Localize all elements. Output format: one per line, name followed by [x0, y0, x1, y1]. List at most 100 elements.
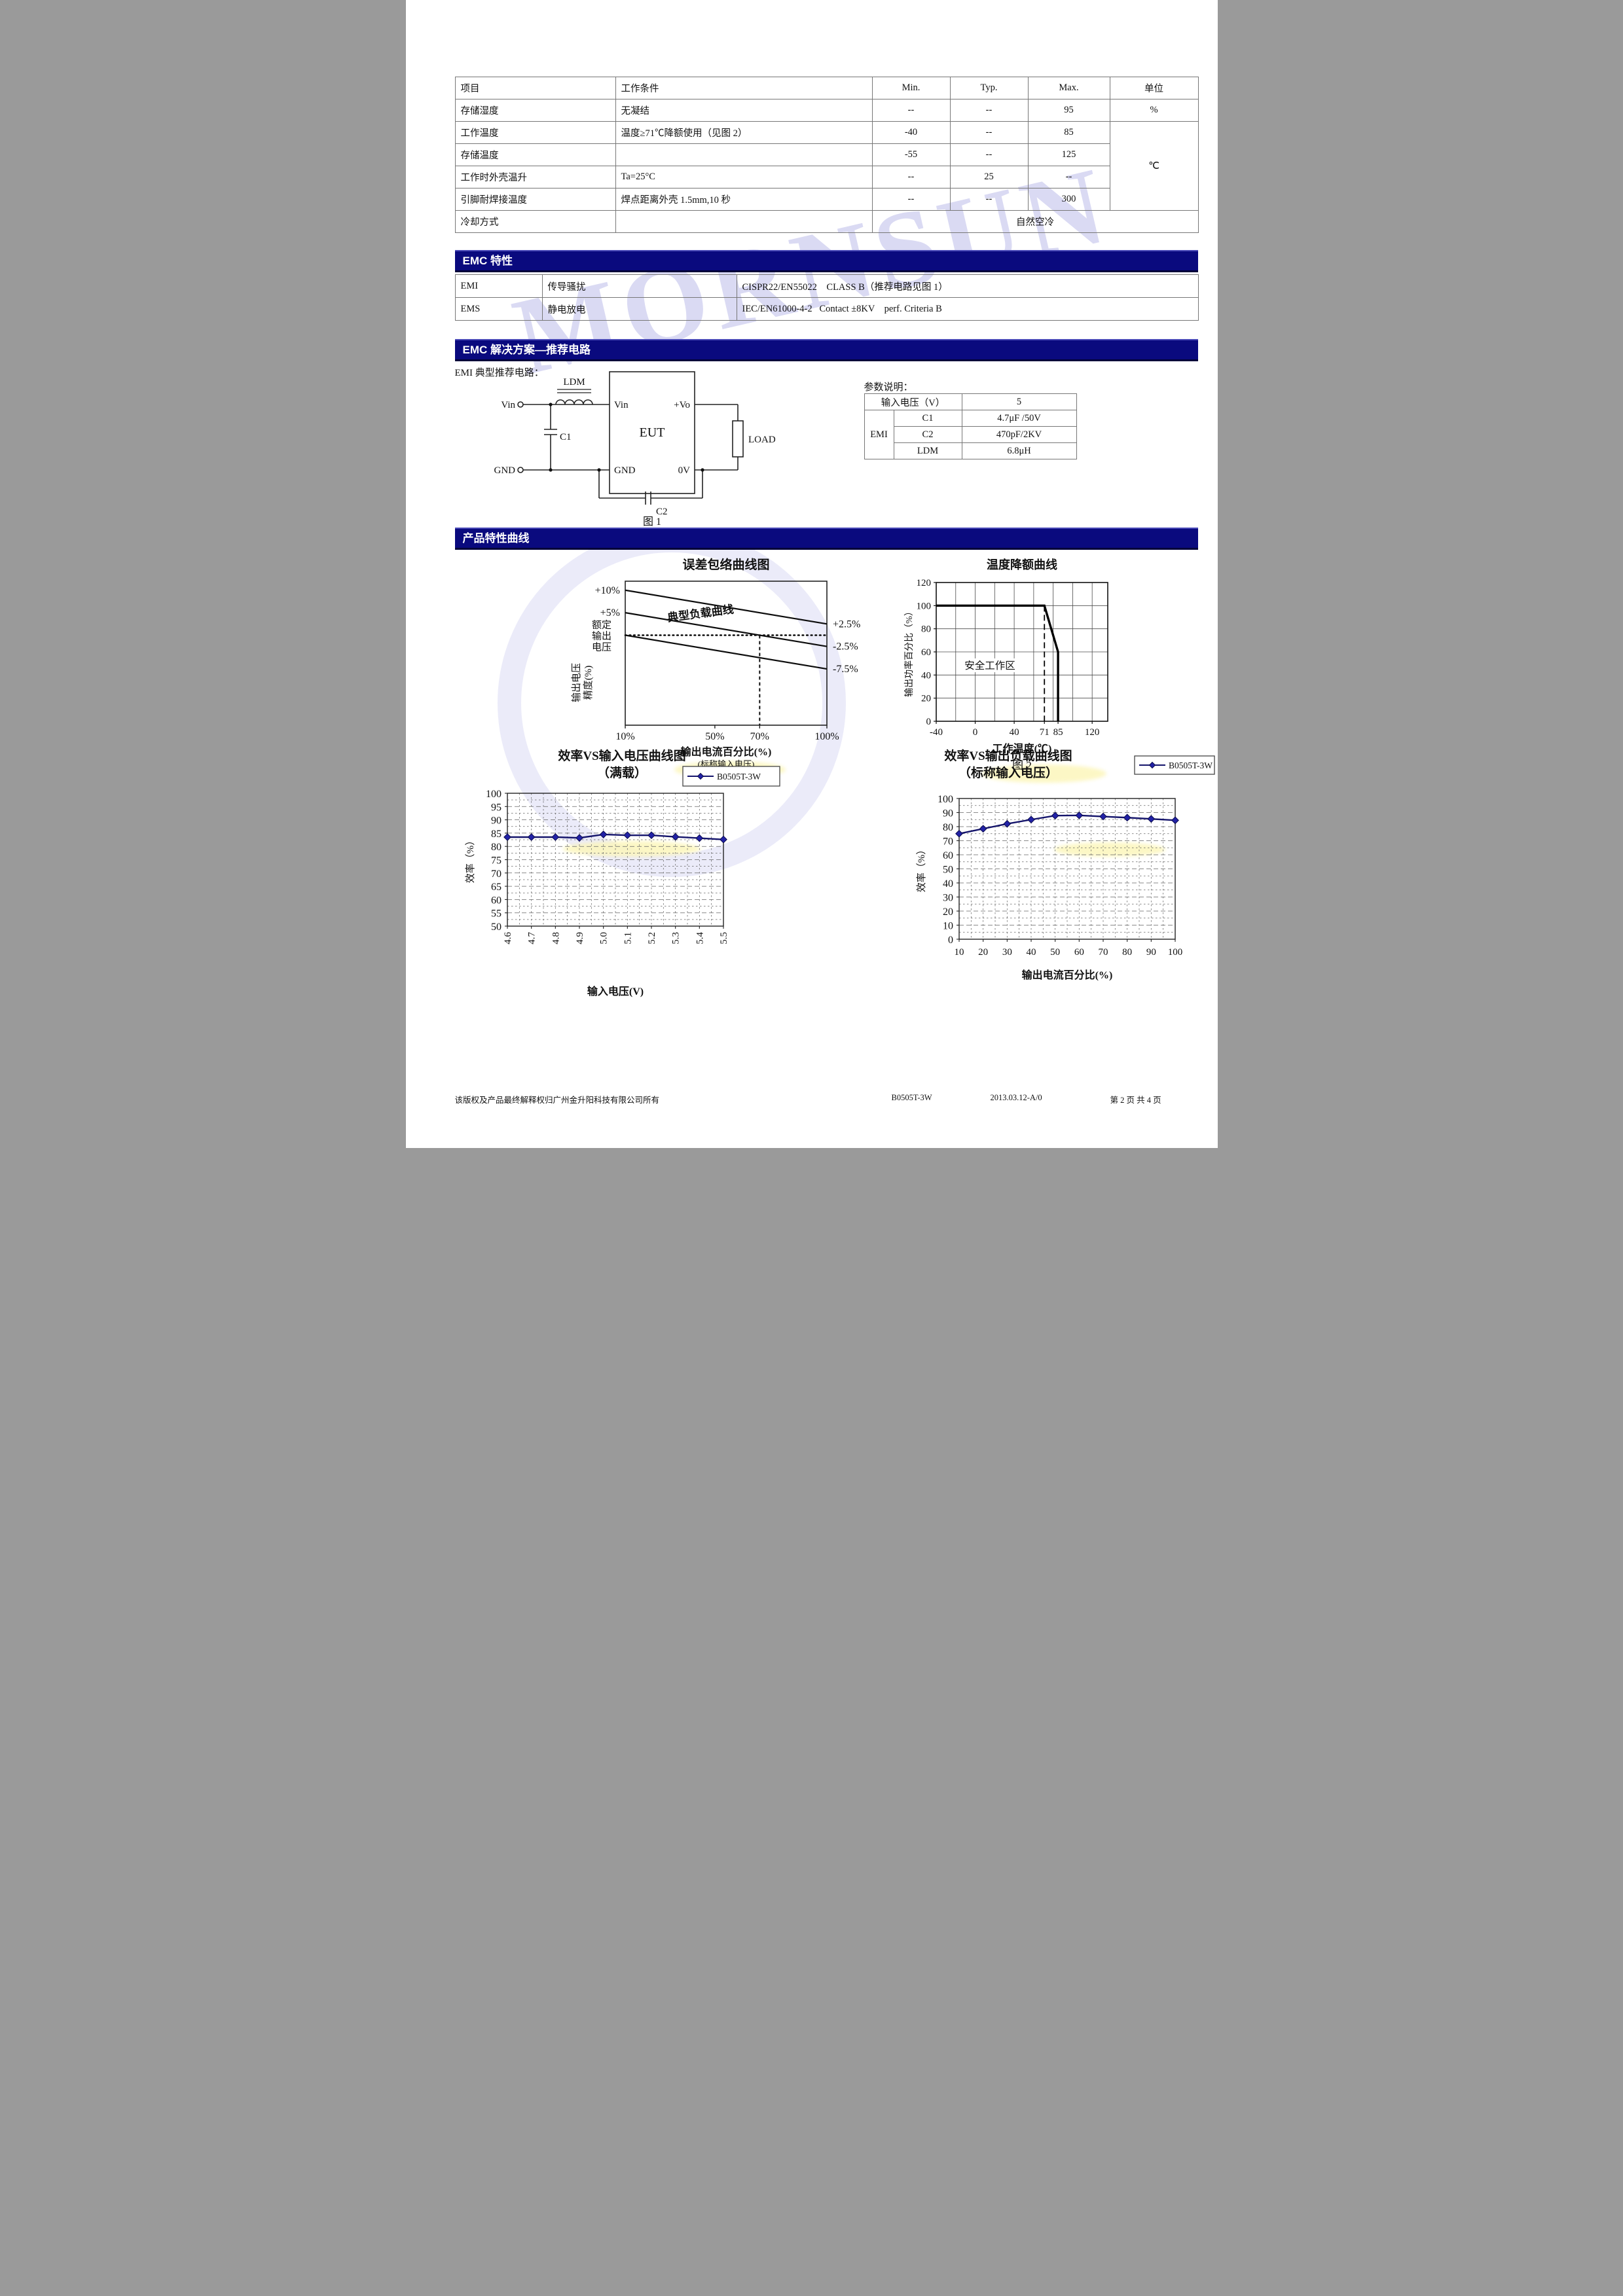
footer-copyright: 该版权及产品最终解释权归广州金升阳科技有限公司所有 — [454, 1096, 660, 1105]
y-tick-label: 120 — [916, 578, 931, 588]
x-axis-label: 输出电流百分比(%) — [680, 745, 771, 758]
pin-vin-label: Vin — [614, 400, 629, 410]
data-point-marker — [979, 825, 987, 833]
section-title: EMC 特性 — [462, 255, 513, 267]
emi-circuit-figure: Vin GND LDM C1 C2 Vin +Vo GND 0V EUT LOA… — [494, 371, 775, 528]
col-header-unit: 单位 — [1109, 77, 1199, 99]
table-row: 引脚耐焊接温度 焊点距离外壳 1.5mm,10 秒 -- -- 300 — [454, 188, 1198, 211]
data-point-marker — [1027, 816, 1035, 824]
x-tick-label: 4.7 — [526, 932, 537, 944]
right-axis-value-label: -2.5% — [833, 641, 858, 653]
table-row: 存储温度 -55 -- 125 — [454, 143, 1198, 166]
watermark-yellow-blob — [1053, 842, 1165, 857]
vin-label: Vin — [501, 400, 515, 410]
data-point-marker — [1123, 814, 1131, 822]
y-axis-label: 效率（%） — [465, 836, 476, 884]
y-tick-label: 85 — [491, 829, 501, 840]
y-tick-label: 70 — [491, 869, 501, 880]
col-header-min: Min. — [871, 77, 951, 99]
col-header-item: 项目 — [454, 77, 616, 99]
x-tick-label: 4.6 — [503, 932, 513, 944]
x-tick-label: 50% — [705, 731, 724, 742]
legend-label: B0505T-3W — [1169, 761, 1213, 770]
x-tick-label: 80 — [1122, 947, 1132, 958]
cell-emc-standard: IEC/EN61000-4-2 Contact ±8KV perf. Crite… — [736, 297, 1199, 321]
legend-marker — [697, 772, 704, 780]
y-tick-label: 100 — [916, 601, 931, 611]
table-row: EMI 传导骚扰 CISPR22/EN55022 CLASS B（推荐电路见图 … — [454, 274, 1199, 298]
data-point-marker — [695, 834, 703, 842]
footer-version: 2013.03.12-A/0 — [990, 1093, 1042, 1102]
cell-value: 470pF/2KV — [961, 426, 1077, 443]
table-header-row: 项目 工作条件 Min. Typ. Max. 单位 — [454, 77, 1199, 99]
cell-max: 300 — [1027, 188, 1110, 211]
x-tick-label: 5.4 — [695, 932, 705, 944]
x-tick-label: 70 — [1098, 947, 1108, 958]
safe-area-label: 安全工作区 — [964, 660, 1015, 672]
data-point-marker — [551, 833, 559, 841]
cell-emc-type: EMI — [454, 274, 543, 298]
col-header-condition: 工作条件 — [615, 77, 873, 99]
data-point-marker — [527, 833, 536, 841]
x-tick-label: 5.3 — [670, 932, 681, 944]
x-tick-label: 120 — [1084, 727, 1099, 738]
x-axis-label: 输入电压(V) — [587, 985, 643, 997]
pin-vo-label: +Vo — [674, 400, 690, 410]
y-axis-value-label: +5% — [600, 607, 619, 619]
y-axis-label: 效率（%） — [916, 845, 927, 893]
emi-params-table: 输入电压（V） 5 EMI C1 4.7μF /50V C2 470pF/2KV… — [864, 393, 1077, 459]
pin-gnd-label: GND — [614, 465, 636, 476]
circuit-junction-dots — [548, 403, 704, 472]
y-tick-label: 60 — [491, 895, 501, 906]
section-title: EMC 解决方案—推荐电路 — [462, 344, 591, 356]
params-title: 参数说明： — [864, 382, 913, 393]
cell-condition: Ta=25°C — [615, 166, 873, 188]
cell-value: 4.7μF /50V — [961, 410, 1077, 427]
y-tick-label: 65 — [491, 882, 501, 893]
datasheet-page: MORNSUN 项目 工作条件 Min. Typ. Max. 单位 存储湿度 无… — [405, 0, 1218, 1148]
col-header-max: Max. — [1027, 77, 1110, 99]
x-axis-label: 输出电流百分比(%) — [1021, 969, 1112, 981]
right-axis-value-label: +2.5% — [833, 619, 860, 630]
table-row: 工作温度 温度≥71℃降额使用（见图 2） -40 -- 85 ℃ — [454, 121, 1199, 211]
x-tick-label: 10 — [954, 947, 964, 958]
cell-item: 引脚耐焊接温度 — [454, 188, 616, 211]
section-bar-curves: 产品特性曲线 — [454, 528, 1198, 550]
cell-min: -40 — [871, 121, 951, 144]
x-tick-label: 10% — [615, 731, 634, 742]
x-tick-label: 30 — [1002, 947, 1012, 958]
x-tick-label: 40 — [1009, 727, 1019, 738]
cell-group-emi: EMI — [864, 410, 894, 459]
emc-table: EMI 传导骚扰 CISPR22/EN55022 CLASS B（推荐电路见图 … — [454, 274, 1199, 321]
y-tick-label: 95 — [491, 802, 501, 813]
footer-model: B0505T-3W — [891, 1093, 932, 1102]
section-title: 产品特性曲线 — [462, 532, 530, 545]
y-tick-label: 90 — [491, 816, 501, 827]
x-tick-label: 90 — [1146, 947, 1156, 958]
y-axis-rotated-label: 输出电压 精度(%) — [571, 663, 594, 702]
cell-condition — [615, 143, 873, 166]
chart-title: 效率VS输出负载曲线图 — [944, 748, 1072, 763]
ldm-label: LDM — [563, 377, 585, 387]
vin-terminal — [517, 401, 524, 408]
cell-component: C2 — [893, 426, 962, 443]
data-point-marker — [1146, 815, 1155, 823]
footer-page-number: 第 2 页 共 4 页 — [1110, 1096, 1161, 1105]
gnd-label: GND — [494, 465, 515, 476]
y-tick-label: 20 — [943, 906, 953, 918]
cell-emc-standard: CISPR22/EN55022 CLASS B（推荐电路见图 1） — [736, 274, 1199, 298]
x-tick-label: 20 — [978, 947, 988, 958]
y-tick-label: 60 — [943, 850, 953, 861]
cell-typ: -- — [949, 188, 1029, 211]
eut-label: EUT — [639, 425, 665, 440]
legend-label: B0505T-3W — [717, 772, 761, 781]
right-axis-value-label: -7.5% — [833, 664, 858, 675]
section-bar-emc: EMC 特性 — [454, 250, 1198, 272]
circuit-wires — [517, 371, 744, 505]
x-tick-label: 5.2 — [647, 932, 657, 944]
data-point-marker — [1051, 812, 1059, 820]
y-axis-value-label: +10% — [594, 585, 619, 596]
table-row: EMS 静电放电 IEC/EN61000-4-2 Contact ±8KV pe… — [454, 297, 1199, 321]
